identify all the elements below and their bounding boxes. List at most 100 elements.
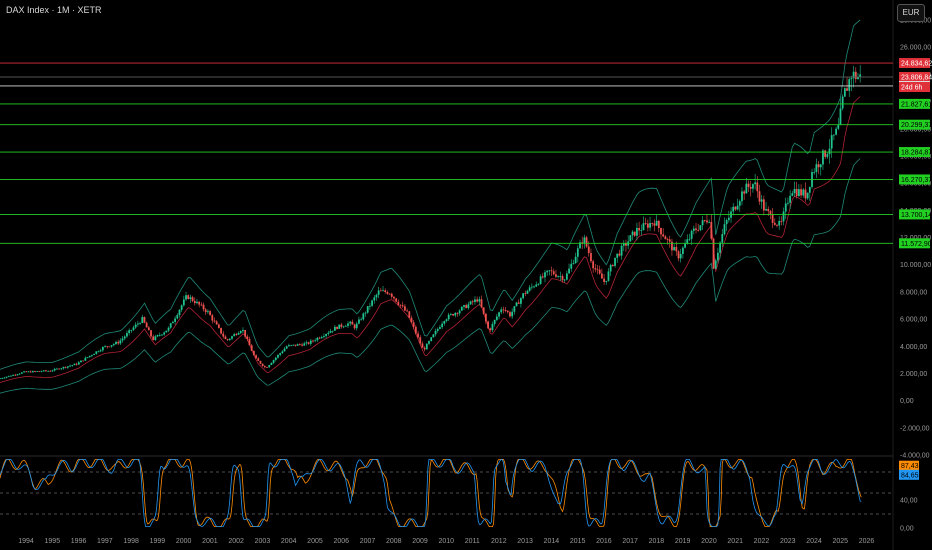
candle-body — [859, 74, 862, 77]
candle-body — [605, 280, 608, 282]
price-level-tag — [899, 72, 930, 83]
candle-body — [813, 171, 816, 173]
candle-body — [533, 286, 535, 288]
candle-body — [377, 290, 380, 295]
candle-body — [673, 247, 676, 251]
candle-body — [544, 272, 546, 278]
candle-body — [314, 340, 317, 342]
candle-body — [524, 293, 527, 295]
candle-body — [252, 350, 255, 356]
candle-body — [301, 344, 303, 346]
candle-body — [80, 360, 82, 363]
candle-body — [364, 312, 367, 314]
time-axis-tick: 2013 — [517, 538, 533, 545]
stochastic-k-line — [0, 458, 862, 527]
candle-body — [570, 263, 573, 269]
candle-body — [688, 238, 691, 240]
oscillator-axis-tick: 40,00 — [900, 498, 918, 505]
price-axis-tick: 26.000,00 — [900, 45, 931, 52]
candle-body — [644, 223, 647, 225]
candle-body — [231, 336, 233, 339]
candle-body — [596, 269, 599, 271]
candle-body — [833, 134, 835, 136]
candle-body — [500, 309, 503, 313]
candle-body — [158, 334, 161, 336]
candle-body — [478, 299, 481, 302]
time-axis-tick: 2026 — [859, 538, 875, 545]
price-level-tag — [899, 147, 930, 158]
candle-body — [815, 164, 818, 172]
candle-body — [802, 189, 805, 196]
price-level-tag — [899, 98, 930, 109]
candle-body — [141, 317, 144, 323]
candle-body — [837, 125, 840, 129]
candle-body — [657, 220, 660, 229]
candle-body — [34, 371, 36, 372]
candle-body — [800, 189, 802, 196]
price-axis-tick: 10.000,00 — [900, 262, 931, 269]
time-axis-tick: 2010 — [439, 538, 455, 545]
candle-body — [73, 363, 76, 366]
currency-button[interactable]: EUR — [897, 4, 925, 22]
candle-body — [714, 260, 717, 269]
candle-body — [49, 370, 52, 372]
candle-body — [255, 355, 257, 359]
lower-bollinger-band — [0, 158, 861, 394]
candle-body — [412, 322, 415, 327]
time-axis-tick: 2002 — [228, 538, 244, 545]
candle-body — [393, 296, 395, 299]
candle-body — [130, 329, 133, 331]
candle-body — [244, 329, 247, 337]
candle-body — [625, 243, 627, 246]
candle-body — [684, 243, 686, 248]
candle-body — [563, 279, 566, 281]
candle-body — [399, 304, 402, 306]
candle-body — [75, 363, 78, 365]
candle-body — [539, 276, 542, 284]
candle-body — [165, 330, 168, 333]
candle-body — [649, 223, 651, 228]
candle-body — [233, 334, 236, 337]
candle-body — [445, 319, 448, 322]
candle-body — [121, 338, 124, 341]
candle-body — [695, 228, 697, 230]
candle-body — [522, 293, 525, 299]
candle-body — [517, 302, 520, 304]
candle-body — [600, 273, 603, 279]
candle-body — [169, 323, 172, 328]
candle-body — [189, 297, 192, 300]
candle-body — [579, 242, 581, 249]
candle-body — [174, 318, 176, 322]
candle-body — [312, 340, 314, 342]
candle-body — [633, 231, 636, 236]
candle-body — [752, 184, 754, 189]
candle-body — [587, 246, 590, 254]
time-axis-tick: 2008 — [386, 538, 402, 545]
candle-body — [622, 243, 625, 246]
candle-body — [808, 186, 811, 193]
candle-body — [283, 348, 286, 352]
time-axis-tick: 2001 — [202, 538, 218, 545]
candle-body — [686, 239, 689, 244]
candle-body — [347, 323, 349, 326]
candle-body — [640, 230, 643, 231]
candle-body — [220, 327, 222, 334]
candle-body — [723, 224, 726, 235]
candle-body — [58, 368, 60, 370]
candle-body — [767, 209, 770, 212]
candle-body — [132, 327, 135, 330]
candle-body — [270, 362, 273, 366]
candle-body — [362, 313, 365, 320]
candle-body — [590, 253, 592, 262]
candle-body — [480, 299, 483, 308]
candle-body — [14, 374, 17, 376]
candle-body — [690, 230, 693, 239]
candle-body — [66, 366, 69, 368]
candle-body — [40, 371, 43, 373]
candle-body — [386, 292, 389, 294]
moving-average-line — [0, 96, 861, 383]
candle-body — [506, 310, 509, 313]
oscillator-axis-tick: 0,00 — [900, 526, 914, 533]
